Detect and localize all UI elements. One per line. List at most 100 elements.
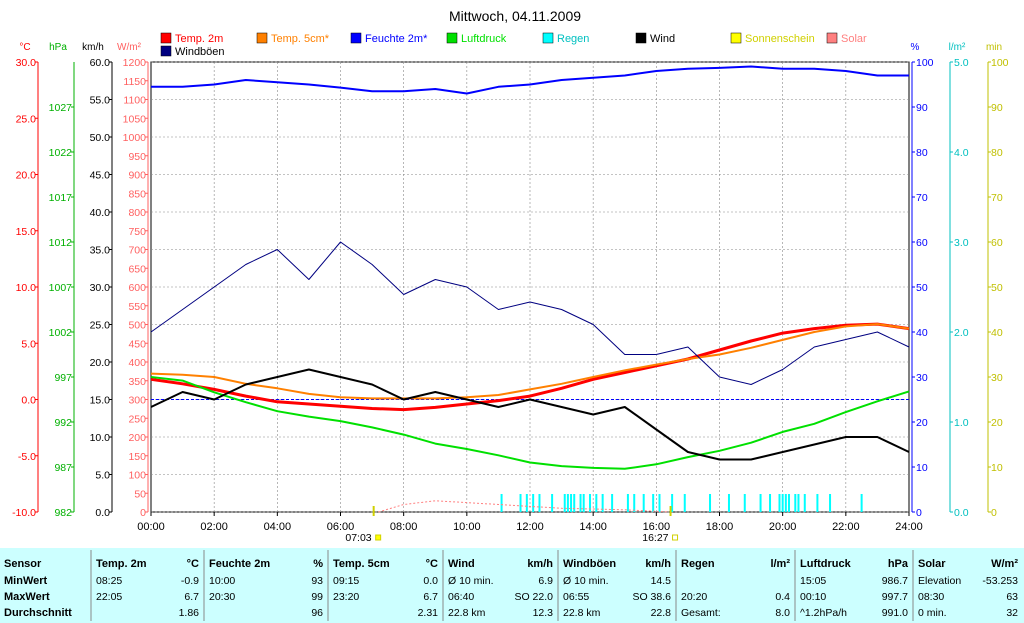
tick-label-rain: 1.0 [954,417,969,429]
chart-title: Mittwoch, 04.11.2009 [449,8,581,24]
tick-label-temp: 15.0 [16,226,37,238]
axis-unit-solar: W/m² [117,42,142,53]
tick-label-solar: 900 [128,170,146,182]
tick-label-pressure: 987 [54,462,72,474]
tick-label-solar: 200 [128,432,146,444]
stats-header: Solar [918,558,946,570]
stats-cell-time: Gesamt: [681,607,721,619]
x-tick-label: 04:00 [264,521,292,533]
tick-label-temp: -5.0 [18,451,36,463]
tick-label-solar: 350 [128,376,146,388]
axis-unit-humidity: % [911,42,920,53]
tick-label-sunshine: 80 [991,147,1003,159]
legend-swatch [350,32,362,44]
stats-cell-time: 23:20 [333,591,359,603]
tick-label-wind: 45.0 [90,170,111,182]
stats-header: Wind [448,558,475,570]
legend-swatch [256,32,268,44]
legend-label: Temp. 2m [175,33,223,45]
axis-unit-temp: °C [19,42,30,53]
tick-label-rain: 3.0 [954,237,969,249]
x-tick-label: 24:00 [895,521,923,533]
tick-label-solar: 1150 [123,76,146,88]
legend-label: Luftdruck [461,33,507,45]
tick-label-solar: 100 [128,470,146,482]
stats-header: Regen [681,558,715,570]
axis-unit-pressure: hPa [49,42,67,53]
tick-label-sunshine: 0 [991,507,997,519]
stats-cell-value: SO 38.6 [632,591,671,603]
legend-label: Wind [650,33,675,45]
sunrise-icon [375,534,382,541]
tick-label-wind: 20.0 [90,357,111,369]
tick-label-humidity: 80 [916,147,928,159]
stats-cell-time: 08:25 [96,575,122,587]
tick-label-solar: 650 [128,263,146,275]
tick-label-solar: 600 [128,282,146,294]
tick-label-solar: 1000 [123,132,147,144]
tick-label-sunshine: 60 [991,237,1003,249]
stats-unit: °C [426,558,438,570]
stats-cell-value: 93 [311,575,323,587]
stats-background [0,548,1024,623]
stats-cell-value: 6.7 [423,591,438,603]
tick-label-solar: 800 [128,207,146,219]
x-tick-label: 18:00 [706,521,734,533]
tick-label-solar: 1200 [123,57,147,69]
tick-label-pressure: 1027 [49,102,73,114]
axis-unit-rain: l/m² [949,42,966,53]
tick-label-sunshine: 70 [991,192,1003,204]
stats-cell-value: 1.86 [179,607,200,619]
series-line-windb-en [150,241,910,385]
tick-label-pressure: 992 [54,417,72,429]
tick-label-pressure: 997 [54,372,72,384]
stats-cell-time: 22:05 [96,591,122,603]
tick-label-solar: 1050 [123,113,147,125]
legend-swatch [446,32,458,44]
tick-label-humidity: 0 [916,507,922,519]
tick-label-sunshine: 10 [991,462,1003,474]
tick-label-humidity: 20 [916,417,928,429]
legend-label: Sonnenschein [745,33,815,45]
stats-cell-time: 15:05 [800,575,826,587]
stats-cell-value: 12.3 [533,607,554,619]
tick-label-temp: 30.0 [16,57,37,69]
stats-cell-value: 22.8 [651,607,672,619]
tick-label-pressure: 1012 [49,237,73,249]
stats-cell-time: 22.8 km [448,607,486,619]
stats-cell-value: 6.7 [184,591,199,603]
stats-cell-value: SO 22.0 [514,591,553,603]
stats-unit: W/m² [991,558,1018,570]
tick-label-rain: 5.0 [954,57,969,69]
stats-cell-value: 32 [1006,607,1018,619]
tick-label-temp: 0.0 [21,395,36,407]
x-tick-label: 00:00 [137,521,165,533]
stats-cell-value: -0.9 [181,575,199,587]
stats-unit: °C [187,558,199,570]
sunset-time: 16:27 [642,532,668,544]
stats-cell-value: 991.0 [882,607,908,619]
stats-cell-value: 986.7 [882,575,908,587]
series-line-feuchte-2m- [151,65,909,95]
stats-cell-time: 00:10 [800,591,826,603]
legend-label: Solar [841,33,867,45]
legend-swatch [160,45,172,57]
stats-unit: km/h [527,558,553,570]
tick-label-wind: 35.0 [90,245,111,257]
stats-header: Windböen [563,558,616,570]
tick-label-sunshine: 40 [991,327,1003,339]
tick-label-wind: 50.0 [90,132,111,144]
tick-label-humidity: 70 [916,192,928,204]
legend-swatch [826,32,838,44]
tick-label-solar: 1100 [123,95,146,107]
legend-label: Regen [557,33,589,45]
stats-cell-time: 20:30 [209,591,235,603]
stats-unit: l/m² [770,558,790,570]
tick-label-temp: -10.0 [12,507,36,519]
stats-cell-time: 06:55 [563,591,589,603]
tick-label-sunshine: 90 [991,102,1003,114]
stats-cell-value: 0.0 [423,575,438,587]
tick-label-pressure: 1022 [49,147,73,159]
stats-cell-value: 99 [311,591,323,603]
stats-cell-time: Ø 10 min. [563,575,609,587]
